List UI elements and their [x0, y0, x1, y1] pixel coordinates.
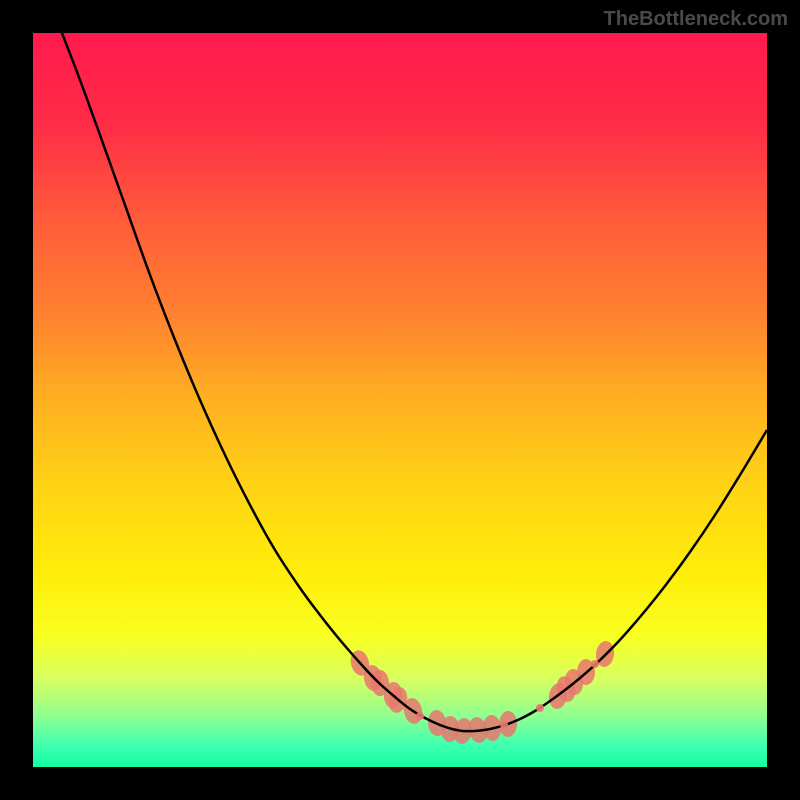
marker-dot	[591, 660, 599, 668]
chart-container	[33, 33, 767, 767]
marker-dot	[500, 721, 508, 729]
curve-left	[62, 33, 462, 731]
watermark-text: TheBottleneck.com	[604, 8, 788, 31]
chart-svg	[33, 33, 767, 767]
curve-right	[462, 430, 767, 731]
marker-dot	[536, 704, 544, 712]
marker-dot	[416, 712, 424, 720]
